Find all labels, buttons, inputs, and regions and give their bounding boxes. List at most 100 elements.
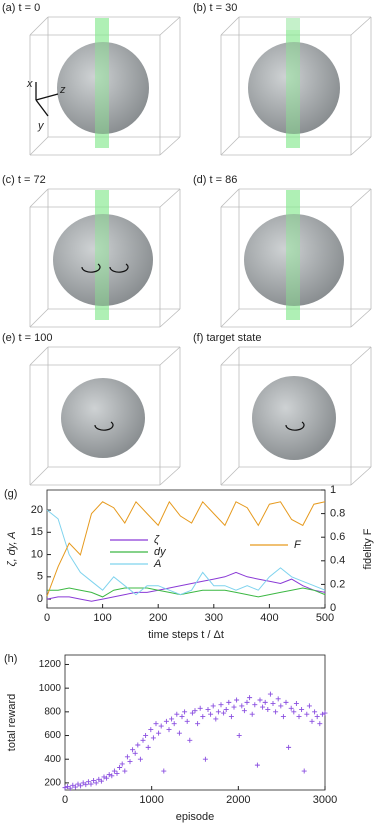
point bbox=[202, 756, 208, 762]
slab-front bbox=[286, 30, 300, 148]
point bbox=[257, 697, 263, 703]
body bbox=[252, 376, 336, 460]
point bbox=[195, 721, 201, 727]
point bbox=[78, 783, 84, 789]
y-tick-label: 400 bbox=[44, 754, 61, 765]
panel-label: (b) t = 30 bbox=[193, 2, 237, 14]
point bbox=[88, 781, 94, 787]
slab-front bbox=[95, 190, 109, 320]
point bbox=[65, 783, 71, 789]
point bbox=[109, 773, 115, 779]
cube-edge bbox=[350, 346, 372, 366]
point bbox=[301, 768, 307, 774]
point bbox=[106, 772, 112, 778]
point bbox=[127, 759, 133, 765]
point bbox=[98, 778, 104, 784]
point bbox=[148, 727, 154, 733]
point bbox=[215, 709, 221, 715]
point bbox=[122, 768, 128, 774]
body bbox=[248, 42, 340, 134]
point bbox=[275, 696, 281, 702]
point bbox=[114, 770, 120, 776]
point bbox=[309, 718, 315, 724]
point bbox=[278, 703, 284, 709]
point bbox=[135, 742, 141, 748]
point bbox=[226, 699, 232, 705]
point bbox=[280, 714, 286, 720]
panel-label: (e) t = 100 bbox=[2, 332, 52, 344]
point bbox=[132, 750, 138, 756]
point bbox=[296, 714, 302, 720]
point bbox=[265, 706, 271, 712]
point bbox=[153, 721, 159, 727]
y-tick-label: 1200 bbox=[39, 659, 62, 670]
point bbox=[208, 711, 214, 717]
x-tick-label: 3000 bbox=[313, 794, 337, 806]
point bbox=[319, 711, 325, 717]
y-tick-label: 10 bbox=[31, 548, 43, 560]
body bbox=[53, 214, 153, 306]
x-tick-label: 200 bbox=[149, 612, 167, 624]
triad-arrow bbox=[35, 93, 59, 101]
point bbox=[182, 709, 188, 715]
cube-edge bbox=[220, 188, 240, 208]
point bbox=[137, 756, 143, 762]
cube-edge bbox=[29, 308, 49, 328]
panel-label: (f) target state bbox=[193, 332, 261, 344]
point bbox=[85, 779, 91, 785]
point bbox=[96, 776, 102, 782]
point bbox=[247, 695, 253, 701]
y-tick-label: 800 bbox=[44, 706, 61, 717]
point bbox=[288, 705, 294, 711]
cube-edge bbox=[29, 466, 49, 486]
point bbox=[104, 775, 110, 781]
x-tick-label: 100 bbox=[93, 612, 111, 624]
cube-edge bbox=[220, 16, 240, 36]
point bbox=[187, 737, 193, 743]
cube-edge bbox=[159, 346, 181, 366]
cube-edge bbox=[159, 136, 181, 156]
point bbox=[70, 782, 76, 788]
y-tick-label: 600 bbox=[44, 730, 61, 741]
point bbox=[273, 709, 279, 715]
y2-tick-label: 1 bbox=[330, 484, 336, 496]
body bbox=[57, 42, 149, 134]
cube-edge bbox=[29, 136, 49, 156]
point bbox=[244, 699, 250, 705]
y-tick-label: 0 bbox=[37, 593, 43, 605]
point bbox=[260, 704, 266, 710]
cube-edge bbox=[29, 16, 49, 36]
point bbox=[143, 733, 149, 739]
point bbox=[161, 768, 167, 774]
point bbox=[171, 721, 177, 727]
point bbox=[210, 703, 216, 709]
point bbox=[304, 711, 310, 717]
point bbox=[166, 727, 172, 733]
legend-label: ζ bbox=[154, 534, 160, 546]
point bbox=[174, 711, 180, 717]
point bbox=[117, 765, 123, 770]
cube-edge bbox=[159, 308, 181, 328]
rotation-arrow bbox=[94, 421, 114, 431]
body bbox=[244, 214, 344, 306]
x-tick-label: 0 bbox=[44, 612, 50, 624]
axis-triad: x z y bbox=[26, 78, 66, 132]
cube-edge bbox=[29, 346, 49, 366]
y2-axis-label: fidelity F bbox=[362, 528, 374, 569]
point bbox=[67, 785, 73, 791]
y-tick-label: 5 bbox=[37, 571, 43, 583]
point bbox=[145, 744, 151, 750]
panel: (d) t = 86 bbox=[193, 174, 372, 328]
point bbox=[158, 723, 164, 729]
point bbox=[262, 699, 268, 705]
point bbox=[249, 711, 255, 717]
x-tick-label: 1000 bbox=[139, 794, 163, 806]
cube-edge bbox=[159, 16, 181, 36]
point bbox=[283, 699, 289, 705]
point bbox=[130, 747, 136, 753]
legend-label: A bbox=[153, 558, 161, 570]
cube-edge bbox=[29, 188, 49, 208]
point bbox=[312, 709, 318, 715]
point bbox=[179, 714, 185, 720]
